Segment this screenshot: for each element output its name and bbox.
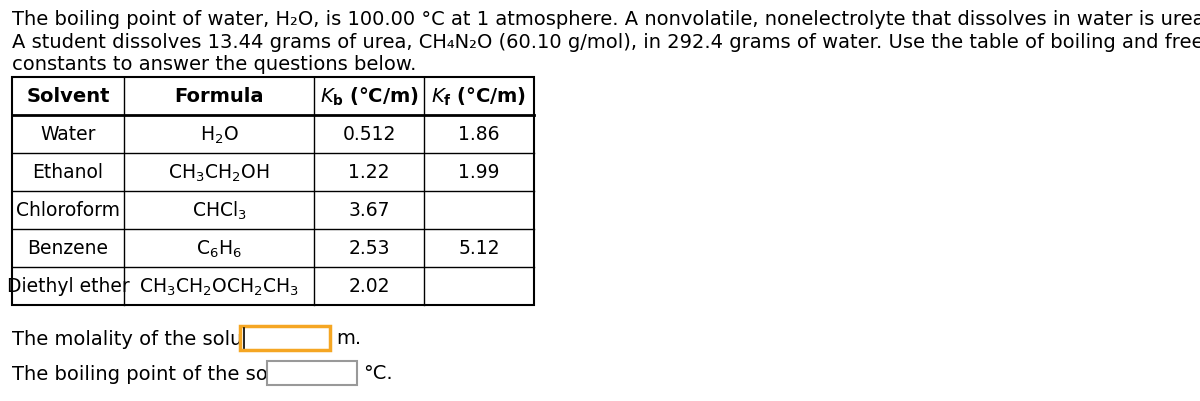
Text: Diethyl ether: Diethyl ether [7, 277, 130, 296]
Text: Ethanol: Ethanol [32, 163, 103, 182]
Text: $\mathrm{CHCl_3}$: $\mathrm{CHCl_3}$ [192, 199, 246, 222]
Text: 2.02: 2.02 [348, 277, 390, 296]
Text: Formula: Formula [174, 87, 264, 106]
Text: The boiling point of the solution is: The boiling point of the solution is [12, 364, 344, 383]
Text: 3.67: 3.67 [348, 201, 390, 220]
Text: 1.22: 1.22 [348, 163, 390, 182]
Bar [266, 361, 358, 385]
Bar [240, 326, 330, 350]
Text: Solvent: Solvent [26, 87, 109, 106]
Text: A student dissolves 13.44 grams of urea, CH₄N₂O (60.10 g/mol), in 292.4 grams of: A student dissolves 13.44 grams of urea,… [12, 33, 1200, 52]
Text: Chloroform: Chloroform [16, 201, 120, 220]
Text: $\mathrm{CH_3CH_2OCH_2CH_3}$: $\mathrm{CH_3CH_2OCH_2CH_3}$ [139, 275, 299, 297]
Text: The boiling point of water, H₂O, is 100.00 °C at 1 atmosphere. A nonvolatile, no: The boiling point of water, H₂O, is 100.… [12, 10, 1200, 29]
Text: 0.512: 0.512 [342, 125, 396, 144]
Text: constants to answer the questions below.: constants to answer the questions below. [12, 55, 416, 74]
Text: $\mathbf{\mathit{K}_b}$ $\mathbf{(°C/m)}$: $\mathbf{\mathit{K}_b}$ $\mathbf{(°C/m)}… [319, 86, 419, 108]
Bar [12, 78, 534, 305]
Text: 2.53: 2.53 [348, 239, 390, 258]
Text: 1.99: 1.99 [458, 163, 499, 182]
Text: $\mathrm{H_2O}$: $\mathrm{H_2O}$ [199, 124, 239, 145]
Text: Water: Water [41, 125, 96, 144]
Text: m.: m. [336, 329, 361, 348]
Text: $\mathrm{CH_3CH_2OH}$: $\mathrm{CH_3CH_2OH}$ [168, 162, 270, 183]
Text: $\mathrm{C_6H_6}$: $\mathrm{C_6H_6}$ [196, 238, 242, 259]
Text: 1.86: 1.86 [458, 125, 499, 144]
Text: °C.: °C. [364, 364, 392, 383]
Text: Benzene: Benzene [28, 239, 108, 258]
Text: $\mathbf{\mathit{K}_f}$ $\mathbf{(°C/m)}$: $\mathbf{\mathit{K}_f}$ $\mathbf{(°C/m)}… [432, 86, 527, 108]
Text: The molality of the solution is: The molality of the solution is [12, 329, 301, 348]
Text: 5.12: 5.12 [458, 239, 499, 258]
